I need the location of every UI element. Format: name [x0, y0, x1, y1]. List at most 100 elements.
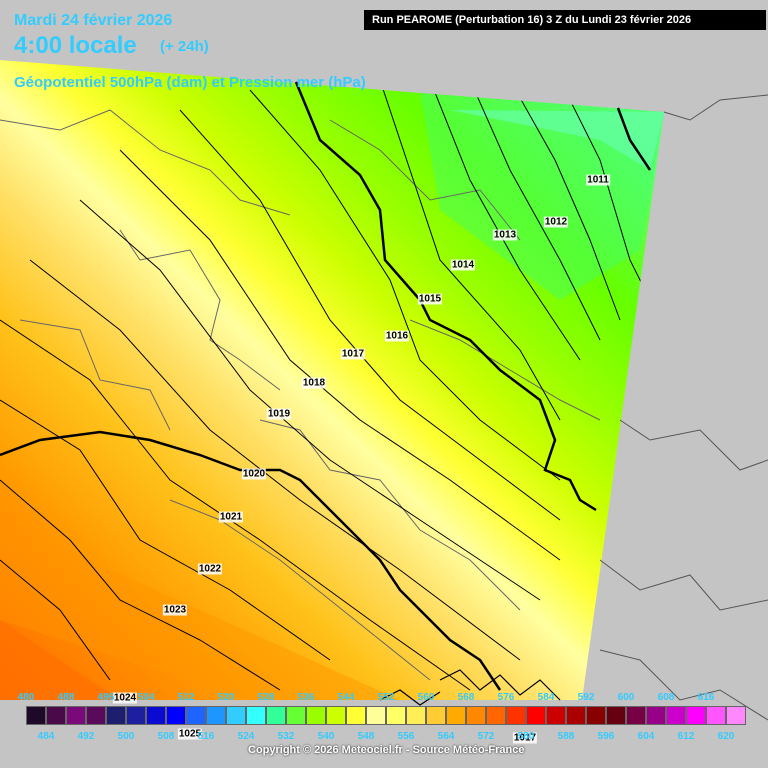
- legend-swatch: [406, 706, 426, 725]
- legend-label: 572: [477, 731, 495, 742]
- legend-swatch: [66, 706, 86, 725]
- legend-swatch: [326, 706, 346, 725]
- legend-swatch: [86, 706, 106, 725]
- legend-swatch: [386, 706, 406, 725]
- legend-swatch: [186, 706, 206, 725]
- country-borders-outside: [599, 94, 768, 721]
- isobar-label: 1017: [340, 348, 366, 360]
- forecast-local-time: 4:00 locale: [14, 32, 137, 59]
- legend-label: 604: [637, 731, 655, 742]
- legend-swatch: [546, 706, 566, 725]
- country-borders: [0, 109, 601, 681]
- isobar-label: 1020: [241, 468, 267, 480]
- isobar-label: 1016: [384, 330, 410, 342]
- legend-label: 584: [537, 692, 555, 703]
- isobar-label: 1014: [450, 259, 476, 271]
- legend-swatch: [506, 706, 526, 725]
- isobar-label: 1025: [177, 728, 203, 740]
- legend-swatch: [666, 706, 686, 725]
- alpine-contours: [379, 669, 561, 706]
- legend-swatch: [466, 706, 486, 725]
- legend-label: 548: [357, 731, 375, 742]
- legend-label: 488: [57, 692, 75, 703]
- legend-swatch: [646, 706, 666, 725]
- legend-swatch: [446, 706, 466, 725]
- isobar-label: 1018: [301, 377, 327, 389]
- legend-label: 596: [597, 731, 615, 742]
- isobar-label: 1013: [492, 229, 518, 241]
- isobar-label: 1017: [512, 732, 538, 744]
- forecast-step: (+ 24h): [160, 38, 209, 55]
- legend-label: 492: [77, 731, 95, 742]
- forecast-date: Mardi 24 février 2026: [14, 12, 173, 29]
- legend-swatch: [26, 706, 46, 725]
- legend-swatch: [486, 706, 506, 725]
- legend-label: 564: [437, 731, 455, 742]
- legend-swatch: [586, 706, 606, 725]
- isobar-label: 1021: [218, 511, 244, 523]
- legend-label: 600: [617, 692, 635, 703]
- legend-label: 524: [237, 731, 255, 742]
- isobar-label: 1023: [162, 604, 188, 616]
- legend-label: 484: [37, 731, 55, 742]
- legend-label: 480: [17, 692, 35, 703]
- legend-label: 580: [517, 731, 535, 742]
- legend-swatch: [106, 706, 126, 725]
- legend-label: 528: [257, 692, 275, 703]
- run-info-banner: Run PEAROME (Perturbation 16) 3 Z du Lun…: [364, 10, 766, 30]
- legend-swatch: [366, 706, 386, 725]
- legend-label: 516: [197, 731, 215, 742]
- geopotential-thick-contours: [0, 81, 652, 691]
- legend-swatch: [286, 706, 306, 725]
- legend-label: 540: [317, 731, 335, 742]
- legend-swatch: [266, 706, 286, 725]
- legend-label: 560: [417, 692, 435, 703]
- legend-label: 504: [137, 692, 155, 703]
- legend-swatch: [206, 706, 226, 725]
- legend-label: 608: [657, 692, 675, 703]
- legend-swatch: [426, 706, 446, 725]
- copyright-notice: Copyright © 2026 Meteociel.fr - Source M…: [248, 744, 525, 756]
- isobar-label: 1015: [417, 293, 443, 305]
- legend-swatch: [246, 706, 266, 725]
- legend-label: 544: [337, 692, 355, 703]
- isobar-label: 1022: [197, 563, 223, 575]
- legend-label: 520: [217, 692, 235, 703]
- legend-label: 588: [557, 731, 575, 742]
- isobar-lines: [0, 79, 651, 691]
- parameter-title: Géopotentiel 500hPa (dam) et Pression me…: [14, 74, 366, 91]
- legend-swatch: [346, 706, 366, 725]
- legend-swatch: [126, 706, 146, 725]
- legend-label: 532: [277, 731, 295, 742]
- legend-swatch: [606, 706, 626, 725]
- isobar-label: 1011: [586, 174, 610, 186]
- legend-swatch: [626, 706, 646, 725]
- legend-swatch: [146, 706, 166, 725]
- legend-label: 512: [177, 692, 195, 703]
- legend-swatch: [526, 706, 546, 725]
- legend-label: 508: [157, 731, 175, 742]
- legend-swatch: [306, 706, 326, 725]
- legend-label: 556: [397, 731, 415, 742]
- legend-label: 496: [97, 692, 115, 703]
- legend-label: 500: [117, 731, 135, 742]
- legend-label: 620: [717, 731, 735, 742]
- legend-label: 552: [377, 692, 395, 703]
- legend-label: 536: [297, 692, 315, 703]
- legend-label: 568: [457, 692, 475, 703]
- isobar-label: 1024: [112, 692, 138, 704]
- legend-label: 612: [677, 731, 695, 742]
- legend-swatch: [686, 706, 706, 725]
- legend-swatch: [566, 706, 586, 725]
- legend-swatch: [706, 706, 726, 725]
- legend-swatch: [226, 706, 246, 725]
- geopotential-bands: [0, 90, 664, 700]
- legend-label: 592: [577, 692, 595, 703]
- legend-label: 616: [697, 692, 715, 703]
- legend-color-bar: [26, 706, 746, 725]
- isobar-label: 1012: [543, 216, 569, 228]
- legend-swatch: [166, 706, 186, 725]
- legend-swatch: [726, 706, 746, 725]
- legend-swatch: [46, 706, 66, 725]
